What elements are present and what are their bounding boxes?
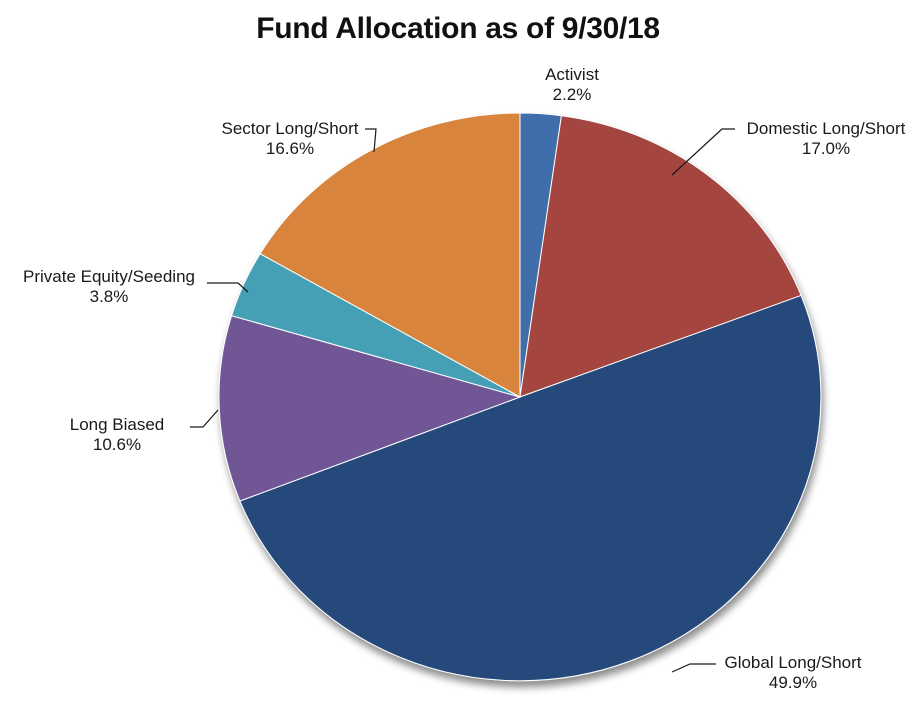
chart-title: Fund Allocation as of 9/30/18 [256,12,660,45]
leader-line [207,282,249,293]
pie-slice-long-biased [218,315,522,502]
pie-slices [218,112,822,682]
leader-lines [190,128,735,673]
slice-value-label: 49.9% [769,673,817,692]
leader-line [365,128,377,153]
leader-line [671,663,716,673]
leader-line [671,128,735,176]
slice-value-label: 2.2% [553,85,592,104]
slice-name-label: Sector Long/Short [221,119,358,138]
slice-name-label: Global Long/Short [724,653,861,672]
slice-name-label: Activist [545,65,599,84]
slice-name-label: Long Biased [70,415,165,434]
leader-line [190,409,219,428]
slice-value-label: 10.6% [93,435,141,454]
slice-value-label: 17.0% [802,139,850,158]
slice-name-label: Private Equity/Seeding [23,267,195,286]
pie-slice-domestic-long-short [519,115,802,398]
pie-slice-global-long-short [239,294,822,682]
slice-name-label: Domestic Long/Short [747,119,906,138]
pie-slice-sector-long-short [259,112,521,398]
slice-value-label: 16.6% [266,139,314,158]
slice-value-label: 3.8% [90,287,129,306]
